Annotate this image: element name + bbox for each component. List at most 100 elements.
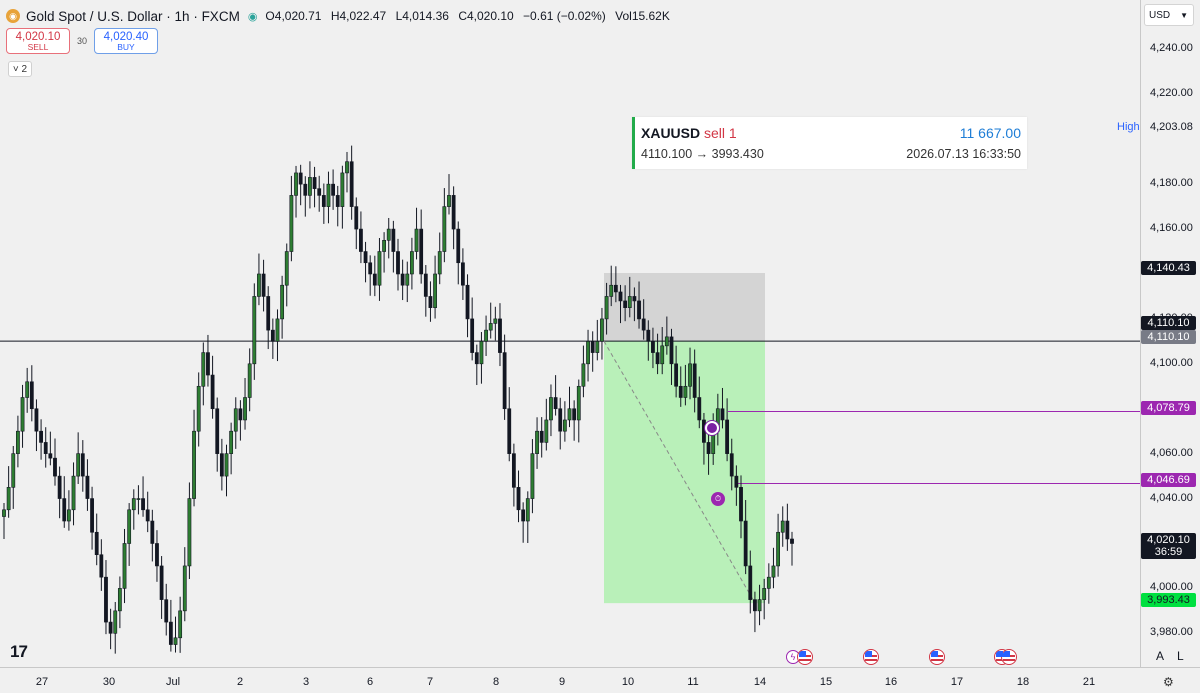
us-flag-event-icon[interactable]	[797, 649, 813, 665]
candle[interactable]	[201, 342, 206, 406]
candle[interactable]	[692, 349, 697, 413]
candle[interactable]	[470, 297, 475, 361]
candle[interactable]	[757, 584, 762, 626]
candle[interactable]	[173, 616, 178, 653]
candle[interactable]	[641, 299, 646, 340]
trade-path-line[interactable]	[603, 340, 756, 604]
candle[interactable]	[521, 502, 526, 543]
candle[interactable]	[229, 422, 234, 475]
candle[interactable]	[66, 490, 71, 531]
candle[interactable]	[572, 400, 577, 441]
buy-button[interactable]: 4,020.40 BUY	[94, 28, 158, 54]
candle[interactable]	[762, 578, 767, 620]
symbol-title[interactable]: Gold Spot / U.S. Dollar · 1h · FXCM	[26, 8, 240, 24]
candle[interactable]	[748, 550, 753, 614]
candle[interactable]	[372, 255, 377, 297]
candle[interactable]	[753, 591, 757, 633]
candle[interactable]	[637, 281, 641, 329]
candle[interactable]	[131, 489, 136, 530]
candle[interactable]	[544, 398, 549, 451]
candle[interactable]	[219, 438, 224, 491]
candle[interactable]	[62, 476, 67, 528]
candle[interactable]	[85, 459, 90, 511]
candle[interactable]	[187, 482, 192, 580]
candle[interactable]	[312, 166, 317, 208]
candle[interactable]	[581, 345, 586, 398]
candle[interactable]	[321, 183, 326, 224]
candle[interactable]	[11, 446, 16, 509]
candle[interactable]	[623, 285, 628, 322]
candle[interactable]	[280, 275, 285, 339]
candle[interactable]	[530, 439, 535, 514]
candle[interactable]	[164, 583, 169, 636]
candle[interactable]	[113, 601, 118, 654]
candle[interactable]	[739, 475, 743, 539]
candle[interactable]	[632, 287, 637, 322]
candle[interactable]	[451, 186, 456, 250]
candle[interactable]	[270, 318, 275, 359]
candle[interactable]	[414, 207, 419, 260]
tradingview-logo[interactable]: 17	[10, 642, 28, 661]
candle[interactable]	[465, 274, 470, 338]
candle[interactable]	[664, 316, 669, 355]
candle[interactable]	[386, 217, 391, 259]
candle[interactable]	[674, 345, 679, 398]
candle[interactable]	[192, 409, 196, 507]
candle[interactable]	[516, 470, 521, 523]
candle[interactable]	[16, 415, 20, 468]
auto-scale-button[interactable]: A	[1156, 649, 1165, 663]
candle[interactable]	[562, 401, 567, 442]
candle[interactable]	[25, 367, 30, 413]
candle[interactable]	[493, 306, 498, 341]
candle[interactable]	[646, 320, 651, 361]
candle[interactable]	[303, 176, 308, 217]
candle[interactable]	[252, 283, 257, 380]
candle[interactable]	[488, 302, 493, 339]
settings-icon[interactable]: ⚙	[1163, 675, 1174, 689]
candle[interactable]	[363, 241, 368, 283]
candle[interactable]	[317, 175, 322, 212]
lightning-event-icon[interactable]: ϟ	[786, 650, 800, 664]
candle[interactable]	[289, 175, 294, 262]
candle[interactable]	[99, 539, 104, 591]
candle[interactable]	[349, 145, 354, 220]
candle[interactable]	[382, 232, 386, 273]
candle[interactable]	[71, 462, 76, 526]
candle[interactable]	[206, 334, 210, 387]
candle[interactable]	[80, 440, 85, 492]
candle[interactable]	[20, 384, 25, 448]
candle[interactable]	[419, 209, 424, 284]
candle[interactable]	[308, 161, 312, 209]
take-profit-zone[interactable]	[604, 341, 765, 604]
candle[interactable]	[48, 431, 53, 466]
candle[interactable]	[354, 197, 359, 250]
candle[interactable]	[76, 432, 81, 484]
candle[interactable]	[720, 387, 725, 429]
candle[interactable]	[284, 243, 289, 307]
candle[interactable]	[776, 513, 780, 577]
candle[interactable]	[233, 397, 238, 449]
candle[interactable]	[410, 237, 414, 290]
candle[interactable]	[586, 329, 590, 382]
candle[interactable]	[331, 169, 336, 210]
time-axis[interactable]	[0, 667, 1200, 693]
candle[interactable]	[377, 238, 382, 301]
candle[interactable]	[507, 387, 512, 462]
candle[interactable]	[484, 315, 488, 356]
candle[interactable]	[294, 165, 298, 218]
candle[interactable]	[257, 253, 261, 306]
candle[interactable]	[94, 513, 99, 566]
candle[interactable]	[567, 386, 572, 428]
candle[interactable]	[182, 547, 187, 622]
candle[interactable]	[340, 165, 345, 229]
execution-marker[interactable]	[705, 421, 719, 435]
candle[interactable]	[178, 596, 183, 653]
candle[interactable]	[247, 348, 252, 412]
candle[interactable]	[734, 465, 739, 506]
candle[interactable]	[618, 284, 623, 324]
candle[interactable]	[400, 259, 405, 301]
candle[interactable]	[688, 347, 692, 400]
candle[interactable]	[553, 375, 558, 416]
candle[interactable]	[155, 530, 159, 582]
candle[interactable]	[150, 509, 155, 562]
